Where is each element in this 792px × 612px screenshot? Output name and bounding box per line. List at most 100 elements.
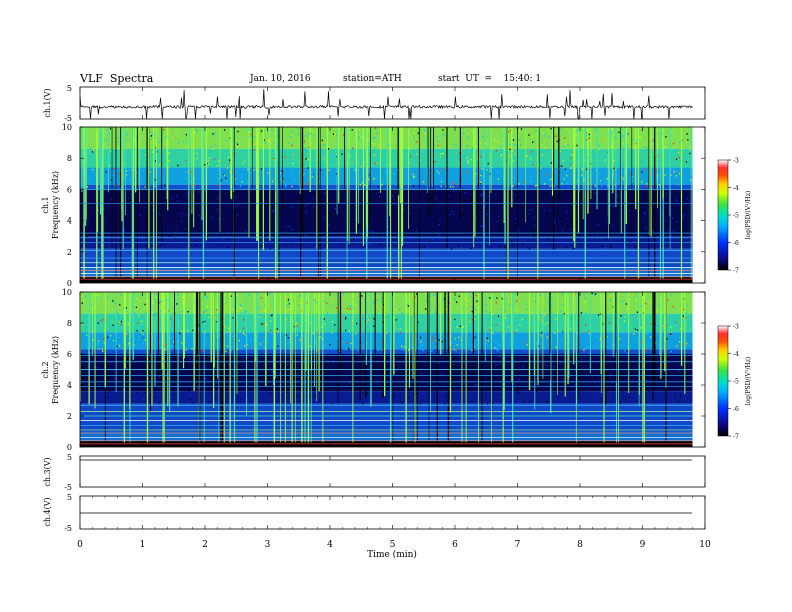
spectrogram-speckle [583, 301, 586, 303]
spectrogram-speckle [624, 399, 626, 401]
ch3-waveform-ylabel: ch.3(V) [43, 457, 52, 486]
ch2-spec-ytick-label: 0 [67, 443, 72, 452]
spectrogram-speckle [123, 234, 125, 236]
spectrogram-speckle [612, 194, 614, 196]
spectrogram-speckle [403, 208, 405, 211]
spectrogram-speckle [623, 189, 625, 191]
spectrogram-speckle [308, 182, 310, 184]
spectrogram-speckle [179, 332, 181, 335]
spectrogram-speckle [524, 340, 526, 343]
spectrogram-speckle [689, 152, 691, 155]
spectrogram-speckle [441, 334, 443, 336]
spectrogram-speckle [616, 393, 618, 395]
spectrogram-speckle [498, 226, 500, 228]
spectrogram-speckle [235, 294, 237, 297]
spectrogram-speckle [572, 151, 574, 154]
spectrogram-speckle [471, 400, 473, 402]
spectrogram-speckle [110, 379, 112, 382]
spectrogram-speckle [203, 237, 205, 239]
spectrogram-speckle [144, 303, 146, 306]
spectrogram-speckle [516, 329, 518, 331]
spectrogram-speckle [189, 304, 192, 307]
spectrogram-speckle [536, 319, 538, 322]
spectrogram-speckle [381, 348, 383, 351]
spectrogram-speckle [172, 360, 174, 362]
spectrogram-speckle [352, 402, 355, 404]
spectrogram-speckle [518, 129, 521, 132]
spectrogram-speckle [202, 350, 204, 352]
spectrogram-speckle [108, 313, 110, 316]
spectrogram-speckle [436, 239, 438, 241]
spectrogram-speckle [239, 305, 241, 308]
spectrogram-speckle [310, 345, 312, 347]
spectrogram-speckle [190, 304, 192, 307]
spectrogram-speckle [564, 168, 567, 171]
spectrogram-band [80, 184, 693, 190]
spectrogram-speckle [682, 308, 685, 311]
spectrogram-speckle [273, 235, 275, 237]
spectrogram-speckle [495, 324, 497, 326]
spectrogram-speckle [168, 384, 170, 386]
spectrogram-speckle [451, 342, 453, 344]
spectrogram-speckle [287, 304, 289, 307]
spectrogram-speckle [637, 329, 639, 331]
spectrogram-speckle [627, 229, 629, 232]
ch3-waveform-frame [79, 455, 706, 488]
spectrogram-speckle [506, 236, 508, 238]
spectrogram-speckle [689, 321, 692, 324]
spectrogram-speckle [266, 385, 268, 387]
spectrogram-speckle [208, 364, 210, 367]
spectrogram-speckle [685, 368, 687, 370]
spectrogram-speckle [513, 161, 515, 164]
spectrogram-speckle [312, 173, 314, 175]
spectrogram-speckle [176, 196, 178, 198]
spectrogram-speckle [598, 144, 600, 147]
spectrogram-speckle [106, 242, 108, 245]
spectrogram-speckle [360, 136, 362, 138]
spectrogram-speckle [214, 337, 217, 340]
spectrogram-speckle [237, 204, 239, 206]
spectrogram-speckle [155, 308, 157, 310]
spectrogram-speckle [86, 337, 88, 340]
spectrogram-speckle [267, 339, 269, 342]
spectrogram-speckle [572, 247, 575, 250]
spectrogram-speckle [108, 244, 111, 246]
spectrogram-speckle [562, 145, 565, 148]
spectrogram-speckle [342, 239, 344, 241]
spectrogram-speckle [497, 349, 499, 352]
spectrogram-speckle [143, 155, 145, 157]
spectrogram-speckle [479, 182, 481, 185]
spectrogram-speckle [126, 134, 128, 136]
spectrogram-speckle [192, 329, 194, 332]
spectrogram-speckle [569, 163, 571, 166]
spectrogram-speckle [369, 401, 371, 404]
spectrogram-speckle [177, 191, 179, 194]
spectrogram-speckle [380, 340, 382, 343]
spectrogram-speckle [120, 320, 122, 323]
spectrogram-speckle [113, 377, 116, 379]
spectrogram-speckle [566, 182, 568, 185]
spectrogram-speckle [263, 139, 265, 141]
spectrogram-speckle [441, 152, 443, 155]
spectrogram-speckle [334, 324, 336, 326]
spectrogram-speckle [414, 225, 416, 227]
spectrogram-speckle [605, 138, 607, 140]
spectrogram-speckle [532, 164, 534, 166]
spectrogram-speckle [267, 139, 269, 141]
spectrogram-speckle [254, 146, 256, 149]
spectrogram-speckle [347, 329, 349, 332]
spectrogram-speckle [560, 339, 562, 341]
spectrogram-speckle [533, 236, 535, 238]
spectrogram-speckle [136, 175, 138, 178]
spectrogram-speckle [497, 178, 500, 181]
spectrogram-speckle [676, 383, 679, 385]
spectrogram-speckle [424, 133, 426, 135]
spectrogram-speckle [489, 311, 491, 314]
spectrogram-speckle [583, 349, 585, 351]
spectrogram-speckle [85, 295, 87, 298]
spectrogram-speckle [407, 349, 410, 351]
spectrogram-speckle [264, 237, 266, 239]
spectrogram-speckle [466, 226, 469, 228]
spectrogram-speckle [130, 321, 132, 323]
spectrogram-speckle [672, 142, 675, 145]
